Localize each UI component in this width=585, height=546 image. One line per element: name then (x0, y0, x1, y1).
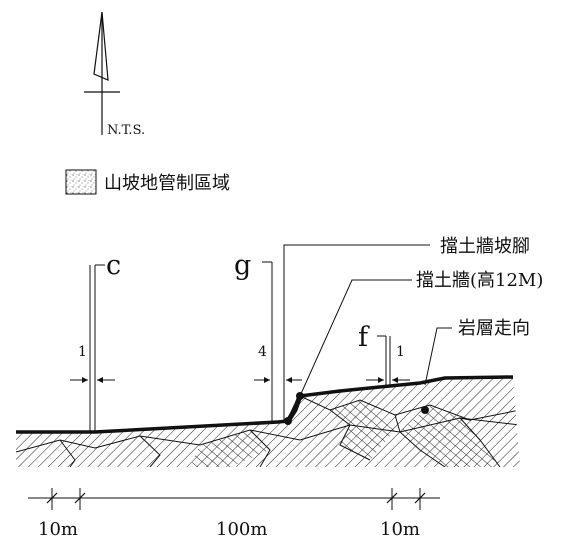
north-arrow-head (93, 11, 109, 81)
dimension-label-left: 10m (38, 519, 78, 540)
section-c-marker: c 1 (70, 250, 121, 432)
dimension-line: 10m 100m 10m (28, 488, 440, 540)
rock-strata (16, 377, 520, 467)
scale-note: N.T.S. (107, 123, 145, 138)
section-g-letter: g (234, 250, 251, 281)
legend-swatch (65, 169, 97, 195)
dimension-label-right: 10m (380, 519, 420, 540)
section-f-marker: f 1 (358, 322, 410, 386)
section-c-letter: c (106, 250, 121, 281)
callout-rock-strike: 岩層走向 (424, 318, 530, 386)
retaining-wall (285, 395, 303, 423)
callout-wall-label: 擋土牆(高12M) (416, 270, 543, 291)
north-arrow: N.T.S. (84, 11, 145, 138)
section-f-letter: f (358, 322, 370, 353)
callout-rock-strike-label: 岩層走向 (458, 318, 530, 339)
dimension-label-middle: 100m (216, 519, 267, 540)
section-g-offset: 4 (258, 344, 267, 360)
section-c-offset: 1 (78, 344, 87, 360)
rock-strike-point (421, 406, 429, 414)
section-f-offset: 1 (396, 344, 405, 360)
legend-label: 山坡地管制區域 (104, 173, 230, 194)
callout-wall-toe: 擋土牆坡腳 (283, 236, 530, 421)
callout-wall: 擋土牆(高12M) (299, 270, 543, 397)
section-g-marker: g 4 (234, 250, 302, 422)
wall-toe-point (284, 417, 292, 425)
callout-wall-toe-label: 擋土牆坡腳 (440, 236, 530, 257)
legend: 山坡地管制區域 (65, 169, 230, 195)
